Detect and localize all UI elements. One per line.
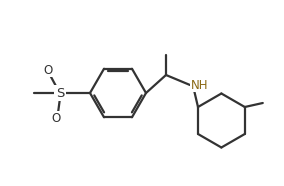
Text: NH: NH [191, 78, 208, 92]
Text: O: O [43, 63, 53, 76]
Text: S: S [56, 86, 64, 100]
Text: O: O [51, 111, 60, 124]
